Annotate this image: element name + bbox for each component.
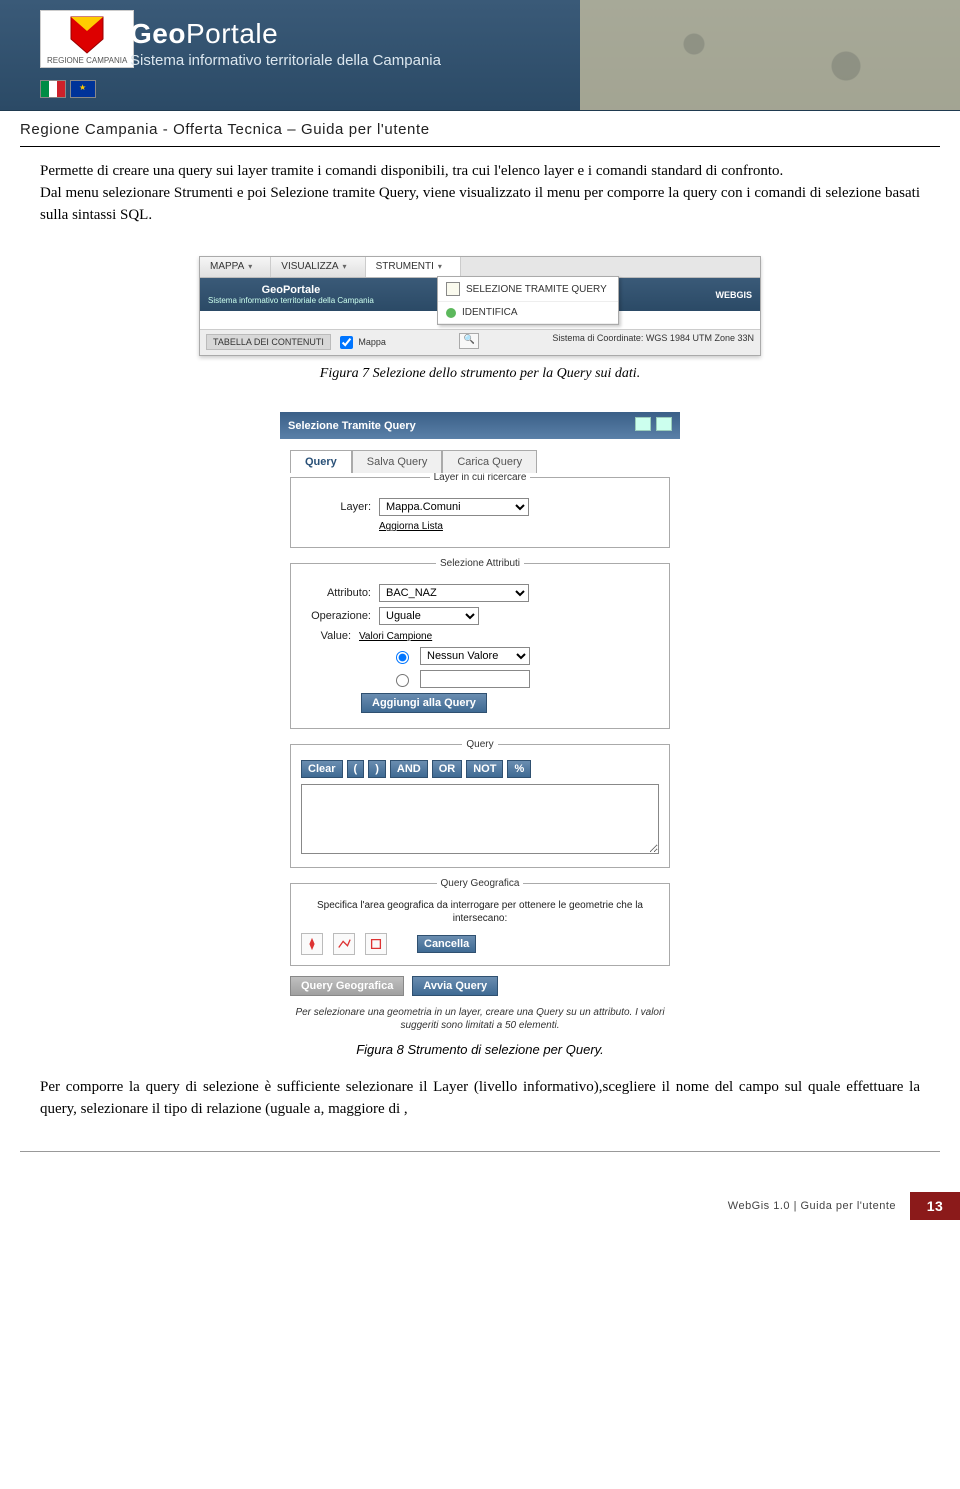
fig8-tabs: Query Salva Query Carica Query bbox=[290, 449, 670, 472]
legend-geo: Query Geografica bbox=[437, 878, 524, 889]
page-number: 13 bbox=[910, 1192, 960, 1220]
fig8-caption: Figura 8 Strumento di selezione per Quer… bbox=[0, 1042, 960, 1057]
figure-7: MAPPA VISUALIZZA STRUMENTI SELEZIONE TRA… bbox=[0, 256, 960, 382]
logo-label: REGIONE CAMPANIA bbox=[47, 56, 127, 65]
link-aggiorna[interactable]: Aggiorna Lista bbox=[379, 521, 443, 532]
radio-custom-value[interactable] bbox=[396, 674, 409, 687]
label-operazione: Operazione: bbox=[301, 610, 371, 622]
flags bbox=[40, 80, 96, 98]
label-layer: Layer: bbox=[301, 501, 371, 513]
fig7-dropdown: SELEZIONE TRAMITE QUERY IDENTIFICA bbox=[437, 276, 619, 325]
doc-header: Regione Campania - Offerta Tecnica – Gui… bbox=[0, 111, 960, 138]
btn-and[interactable]: AND bbox=[390, 760, 428, 778]
menu-mappa[interactable]: MAPPA bbox=[200, 257, 271, 277]
fig7-statusbar: TABELLA DEI CONTENUTI Mappa 🔍 Sistema di… bbox=[200, 329, 760, 355]
fieldset-query: Query Clear ( ) AND OR NOT % bbox=[290, 739, 670, 868]
legend-layer: Layer in cui ricercare bbox=[430, 472, 531, 483]
select-operazione[interactable]: Uguale bbox=[379, 607, 479, 625]
figure-8: Selezione Tramite Query Query Salva Quer… bbox=[0, 412, 960, 1057]
legend-query: Query bbox=[462, 739, 497, 750]
dropdown-identifica[interactable]: IDENTIFICA bbox=[438, 302, 618, 324]
fig7-chk-label: Mappa bbox=[358, 337, 386, 347]
label-value: Value: bbox=[301, 630, 351, 642]
btn-rparen[interactable]: ) bbox=[368, 760, 386, 778]
magnify-icon[interactable]: 🔍 bbox=[459, 333, 479, 349]
menu-strumenti[interactable]: STRUMENTI bbox=[366, 257, 461, 277]
select-layer[interactable]: Mappa.Comuni bbox=[379, 498, 529, 516]
paragraph-3: Per comporre la query di selezione è suf… bbox=[0, 1077, 960, 1121]
dropdown-label-1: SELEZIONE TRAMITE QUERY bbox=[466, 284, 607, 295]
btn-lparen[interactable]: ( bbox=[347, 760, 365, 778]
geo-point-icon[interactable] bbox=[301, 933, 323, 955]
menu-visualizza[interactable]: VISUALIZZA bbox=[271, 257, 365, 277]
select-nessun-valore[interactable]: Nessun Valore bbox=[420, 647, 530, 665]
tab-carica[interactable]: Carica Query bbox=[442, 450, 537, 473]
btn-percent[interactable]: % bbox=[507, 760, 531, 778]
input-custom-value[interactable] bbox=[420, 670, 530, 688]
geo-polyline-icon[interactable] bbox=[333, 933, 355, 955]
tab-query[interactable]: Query bbox=[290, 450, 352, 473]
fig7-checkbox-mappa[interactable] bbox=[340, 336, 353, 349]
fig7-caption: Figura 7 Selezione dello strumento per l… bbox=[0, 366, 960, 382]
banner-title-2: Portale bbox=[186, 18, 278, 49]
paragraph-1: Permette di creare una query sui layer t… bbox=[0, 161, 960, 183]
geo-polygon-icon[interactable] bbox=[365, 933, 387, 955]
fig7-coords: Sistema di Coordinate: WGS 1984 UTM Zone… bbox=[552, 333, 754, 352]
btn-query-geografica[interactable]: Query Geografica bbox=[290, 976, 404, 996]
fig8-bottom-buttons: Query Geografica Avvia Query bbox=[290, 976, 670, 996]
page-footer: WebGis 1.0 | Guida per l'utente 13 bbox=[0, 1192, 960, 1240]
divider bbox=[20, 146, 940, 147]
btn-not[interactable]: NOT bbox=[466, 760, 503, 778]
fieldset-layer: Layer in cui ricercare Layer: Mappa.Comu… bbox=[290, 472, 670, 548]
banner-map-decor bbox=[580, 0, 960, 110]
btn-cancella[interactable]: Cancella bbox=[417, 935, 476, 953]
dropdown-selezione-query[interactable]: SELEZIONE TRAMITE QUERY bbox=[438, 277, 618, 302]
fig8-titlebar: Selezione Tramite Query bbox=[280, 412, 680, 439]
fig7-menubar: MAPPA VISUALIZZA STRUMENTI SELEZIONE TRA… bbox=[200, 257, 760, 278]
btn-aggiungi-query[interactable]: Aggiungi alla Query bbox=[361, 693, 487, 713]
paragraph-2: Dal menu selezionare Strumenti e poi Sel… bbox=[0, 183, 960, 227]
fig8-hint: Per selezionare una geometria in un laye… bbox=[290, 1006, 670, 1032]
shield-icon bbox=[69, 15, 105, 55]
fig7-tab-contents[interactable]: TABELLA DEI CONTENUTI bbox=[206, 334, 331, 350]
regione-logo: REGIONE CAMPANIA bbox=[40, 10, 134, 68]
flag-eu-icon bbox=[70, 80, 96, 98]
query-textarea[interactable] bbox=[301, 784, 659, 854]
btn-avvia-query[interactable]: Avvia Query bbox=[412, 976, 498, 996]
maximize-icon[interactable] bbox=[635, 417, 651, 431]
radio-nessun-valore[interactable] bbox=[396, 651, 409, 664]
footer-text: WebGis 1.0 | Guida per l'utente bbox=[728, 1200, 896, 1212]
fieldset-geo: Query Geografica Specifica l'area geogra… bbox=[290, 878, 670, 966]
close-icon[interactable] bbox=[656, 417, 672, 431]
banner-subtitle: Sistema informativo territoriale della C… bbox=[130, 52, 441, 69]
fig7-screenshot: MAPPA VISUALIZZA STRUMENTI SELEZIONE TRA… bbox=[199, 256, 761, 356]
banner-title-1: Geo bbox=[130, 18, 186, 49]
legend-attr: Selezione Attributi bbox=[436, 558, 524, 569]
fig8-window-icons bbox=[633, 417, 672, 434]
link-valori-campione[interactable]: Valori Campione bbox=[359, 631, 432, 642]
fig7-geo-title: GeoPortale bbox=[262, 284, 321, 296]
fig8-title: Selezione Tramite Query bbox=[288, 420, 416, 432]
geo-text: Specifica l'area geografica da interroga… bbox=[301, 899, 659, 925]
fig7-webgis-badge: WEBGIS bbox=[715, 290, 752, 300]
select-attributo[interactable]: BAC_NAZ bbox=[379, 584, 529, 602]
btn-clear[interactable]: Clear bbox=[301, 760, 343, 778]
flag-it-icon bbox=[40, 80, 66, 98]
label-attributo: Attributo: bbox=[301, 587, 371, 599]
identify-icon bbox=[446, 308, 456, 318]
query-icon bbox=[446, 282, 460, 296]
tab-salva[interactable]: Salva Query bbox=[352, 450, 443, 473]
dropdown-label-2: IDENTIFICA bbox=[462, 307, 518, 318]
geo-tools: Cancella bbox=[301, 933, 659, 955]
fieldset-attributi: Selezione Attributi Attributo: BAC_NAZ O… bbox=[290, 558, 670, 729]
fig7-geo-sub: Sistema informativo territoriale della C… bbox=[208, 296, 374, 305]
fig8-screenshot: Selezione Tramite Query Query Salva Quer… bbox=[280, 412, 680, 1032]
query-buttons: Clear ( ) AND OR NOT % bbox=[301, 760, 659, 778]
banner: REGIONE CAMPANIA GeoPortale Sistema info… bbox=[0, 0, 960, 111]
btn-or[interactable]: OR bbox=[432, 760, 463, 778]
banner-title: GeoPortale Sistema informativo territori… bbox=[130, 18, 441, 69]
